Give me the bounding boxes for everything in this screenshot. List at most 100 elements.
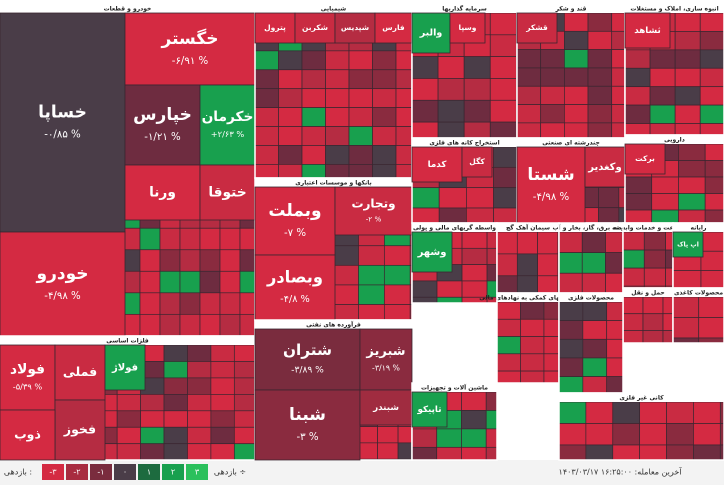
last-trade: آخرین معامله: ۱۶:۲۵:۰۰ ۱۴۰۳/۰۳/۱۷ [559,467,683,477]
tile-filler [383,245,411,266]
tile-filler [672,296,700,318]
tile-filler [662,296,674,315]
tile-filler [558,444,587,461]
sector-title: سیمان آهک گچ [506,223,550,232]
tile-filler [233,410,256,428]
tile-filler [516,122,542,139]
tile-label: شستا [527,165,574,185]
tile-filler [605,272,624,294]
sector-title-bar [0,336,255,345]
tile [124,164,201,221]
tile-filler [516,231,538,255]
tile-label: شکربن [302,23,328,32]
tile-filler [666,423,694,446]
tile-filler [666,401,694,424]
sector-title: فلزات اساسی [106,338,149,345]
sector-border [558,392,724,461]
tile-filler [179,227,201,251]
tile-filler [540,85,565,105]
sector-title: محصولات کاغذی [674,290,723,297]
tile-filler [698,317,724,339]
tile-filler [233,443,256,461]
sector-title: محصولات فلزی [568,295,614,302]
tile [254,389,361,461]
tile-filler [332,284,359,305]
tile-filler [486,231,498,249]
tile-filler [372,164,397,179]
tile-label: ذوب [14,427,41,442]
tile-filler [139,292,161,315]
tile-filler [704,143,724,161]
sector-title: قند و شکر [555,6,587,13]
tile [0,409,56,461]
tile-filler [611,85,626,105]
tile [516,146,586,224]
tile-filler [642,330,664,344]
legend-label: ۲ [171,468,175,477]
tile-filler [651,176,679,194]
tile [359,328,413,391]
tile-filler [496,275,518,294]
tile-filler [210,344,235,362]
tile [624,143,666,175]
tile-filler [461,446,487,461]
tile-filler [666,444,694,461]
tile-filler [700,250,724,271]
tile-filler [581,231,606,253]
tile-change: -۵/۳۹ % [13,382,43,392]
tile-filler [348,126,373,146]
tile-filler [219,227,241,251]
tile-filler [704,176,724,194]
tile-filler [377,426,399,444]
tile-filler [372,69,397,90]
tile-label: کگل [469,157,485,166]
tile-filler [332,264,359,286]
tile-filler [140,410,165,428]
tile-filler [210,394,235,412]
tile-label: وبملت [268,201,321,221]
sector-title-bar [559,393,724,402]
tile-filler [612,401,641,424]
tile-filler [651,193,679,211]
tile-label: قشکر [525,23,548,32]
sector-title-bar [559,293,623,302]
tile-filler [210,361,235,379]
tile-filler [463,99,491,123]
sector-title: عرضه برق، گاز، بخار و آب [553,223,630,232]
tile-filler [496,336,521,355]
tile-label: کدما [428,160,448,170]
tile-filler [411,428,438,448]
tile-filler [678,160,706,178]
legend-label: ۱ [147,468,151,477]
tile-filler [325,88,350,108]
tile-filler [622,313,644,331]
tile-label: خودرو [36,264,89,284]
tile-filler [699,86,724,106]
tile-filler [163,344,188,362]
tile-filler [372,50,397,71]
tile-filler [624,193,653,211]
tile-label: وشهر [417,247,447,258]
tile-filler [520,318,545,337]
tile-change: -۷ % [284,228,306,239]
sector-title: فعالیتهای کمکی به نهادهای مالی [479,295,577,302]
tile-filler [301,50,326,71]
tile-filler [219,249,241,272]
tile [411,231,453,273]
tile-filler [564,12,589,32]
tile [199,164,256,221]
tile [672,231,704,258]
tile-label: خپارس [133,105,192,125]
tile-filler [358,245,385,266]
tile-filler [210,377,235,395]
tile-filler [587,122,613,139]
tile-filler [116,410,141,428]
tile-filler [466,207,494,224]
tile-filler [564,85,589,105]
tile-label: فولاد [10,361,45,377]
tile-filler [704,160,724,178]
sector-title-bar [517,138,625,147]
tile-filler [611,104,626,124]
tile-filler [254,88,279,108]
